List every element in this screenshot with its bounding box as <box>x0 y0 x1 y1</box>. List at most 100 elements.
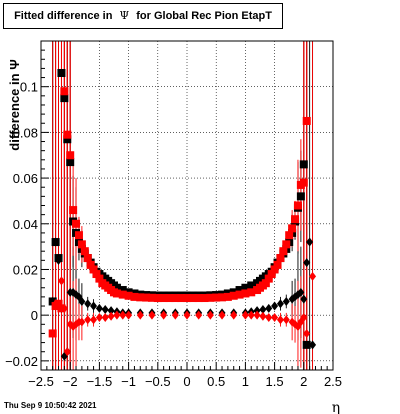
data-point-square <box>159 294 168 303</box>
data-point-diamond <box>90 315 98 325</box>
data-point-square <box>229 291 238 300</box>
data-point-square <box>153 294 162 303</box>
data-point-diamond <box>300 294 308 304</box>
data-point-diamond <box>183 310 191 320</box>
data-point-square <box>273 260 282 269</box>
x-tick-label: 1.5 <box>266 374 284 389</box>
data-point-square <box>89 265 98 274</box>
data-point-diamond <box>253 310 261 320</box>
data-point-diamond <box>265 312 273 322</box>
data-point-diamond <box>259 311 267 321</box>
data-point-square <box>130 292 139 301</box>
data-point-square <box>77 240 86 249</box>
data-point-diamond <box>253 306 261 316</box>
x-tick-label: 2 <box>300 374 307 389</box>
data-point-diamond <box>247 310 255 320</box>
data-point-square <box>86 260 95 269</box>
data-point-square <box>177 294 186 303</box>
timestamp: Thu Sep 9 10:50:42 2021 <box>4 401 97 410</box>
data-point-diamond <box>55 255 63 265</box>
data-point-diamond <box>195 310 203 320</box>
data-point-diamond <box>306 237 314 247</box>
data-point-square <box>72 219 81 228</box>
data-point-diamond <box>259 304 267 314</box>
data-point-square <box>171 294 180 303</box>
data-point-diamond <box>271 312 279 322</box>
data-point-square <box>60 87 69 96</box>
data-point-square <box>124 291 133 300</box>
data-point-square <box>136 293 145 302</box>
data-point-square <box>66 151 75 160</box>
data-point-square <box>261 279 270 288</box>
x-tick-label: 0.5 <box>207 374 225 389</box>
x-tick-label: 2.5 <box>324 374 342 389</box>
data-point-square <box>282 240 291 249</box>
data-point-square <box>57 68 66 77</box>
data-point-square <box>118 286 127 295</box>
data-point-square <box>270 265 279 274</box>
data-point-diamond <box>60 303 68 313</box>
data-point-square <box>267 270 276 279</box>
data-point-diamond <box>95 312 103 322</box>
y-tick-label: 0.02 <box>13 262 38 277</box>
y-tick-label: 0.04 <box>13 217 38 232</box>
data-point-square <box>112 283 121 292</box>
data-point-diamond <box>309 271 317 281</box>
x-tick-label: 0 <box>183 374 190 389</box>
data-point-square <box>48 329 57 338</box>
data-point-square <box>264 274 273 283</box>
data-point-square <box>80 247 89 256</box>
data-point-diamond <box>90 301 98 311</box>
data-point-square <box>142 293 151 302</box>
data-point-square <box>112 289 121 298</box>
data-point-square <box>235 290 244 299</box>
data-point-square <box>285 231 294 240</box>
data-point-square <box>183 294 191 303</box>
data-point-diamond <box>57 276 65 286</box>
data-point-diamond <box>101 304 109 314</box>
data-point-diamond <box>78 317 86 327</box>
chart-title-symbol: Ψ <box>119 9 130 22</box>
data-point-square <box>60 94 69 103</box>
data-point-square <box>302 116 311 125</box>
data-point-diamond <box>309 340 317 350</box>
data-point-square <box>247 288 256 297</box>
data-point-square <box>165 294 174 303</box>
data-point-square <box>299 160 308 169</box>
data-point-square <box>241 289 250 298</box>
chart-title-suffix: for Global Rec Pion EtapT <box>136 10 272 22</box>
data-point-square <box>206 293 215 302</box>
data-point-diamond <box>136 310 144 320</box>
data-point-diamond <box>206 310 214 320</box>
data-point-diamond <box>282 315 290 325</box>
data-point-square <box>63 130 72 139</box>
data-point-square <box>241 283 250 292</box>
data-point-square <box>66 158 75 167</box>
data-point-square <box>200 294 209 303</box>
y-tick-label: 0.06 <box>13 171 38 186</box>
data-point-diamond <box>218 310 226 320</box>
data-point-square <box>276 254 285 263</box>
data-point-diamond <box>107 311 115 321</box>
x-tick-label: −2 <box>63 374 78 389</box>
data-point-square <box>279 247 288 256</box>
data-point-square <box>235 286 244 295</box>
data-point-diamond <box>84 315 92 325</box>
data-point-diamond <box>125 310 133 320</box>
data-point-square <box>63 135 72 144</box>
x-tick-label: 1 <box>242 374 249 389</box>
data-point-diamond <box>300 312 308 322</box>
data-point-square <box>95 274 104 283</box>
data-point-square <box>69 206 78 215</box>
data-point-square <box>83 254 92 263</box>
data-point-square <box>223 292 232 301</box>
data-point-diamond <box>265 303 273 313</box>
data-point-square <box>118 290 127 299</box>
data-point-square <box>293 201 302 210</box>
data-point-diamond <box>84 299 92 309</box>
data-point-diamond <box>113 310 121 320</box>
chart-title: Fitted difference in Ψ for Global Rec Pi… <box>3 3 283 29</box>
data-point-square <box>247 281 256 290</box>
y-tick-label: 0 <box>31 308 38 323</box>
y-tick-label: 0.08 <box>13 125 38 140</box>
